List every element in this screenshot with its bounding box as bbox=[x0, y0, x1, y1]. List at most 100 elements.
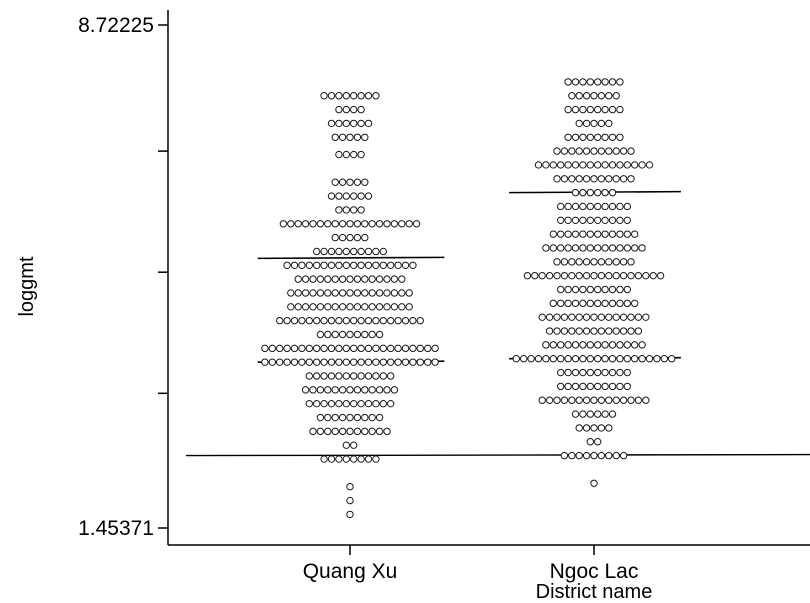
data-point bbox=[368, 275, 376, 283]
data-point bbox=[568, 175, 576, 183]
data-point bbox=[564, 216, 572, 225]
data-point bbox=[608, 285, 617, 294]
data-point bbox=[564, 355, 572, 363]
data-point bbox=[279, 220, 288, 228]
data-point bbox=[364, 261, 373, 269]
data-point bbox=[316, 289, 325, 297]
data-point bbox=[642, 396, 650, 404]
data-point bbox=[616, 355, 624, 363]
data-point bbox=[305, 261, 313, 269]
data-point bbox=[331, 233, 339, 242]
data-point bbox=[353, 233, 362, 242]
data-point bbox=[338, 178, 347, 186]
data-point bbox=[549, 230, 557, 238]
data-point bbox=[612, 175, 620, 183]
data-point bbox=[594, 299, 602, 308]
data-point bbox=[331, 386, 339, 394]
data-point bbox=[571, 341, 580, 349]
y-tick-label: 1.45371 bbox=[78, 517, 154, 540]
data-point bbox=[579, 105, 587, 114]
data-point bbox=[627, 175, 635, 183]
data-point bbox=[557, 230, 565, 238]
data-point bbox=[298, 344, 306, 353]
data-point bbox=[590, 396, 598, 404]
data-point bbox=[608, 230, 617, 238]
data-point bbox=[582, 175, 591, 183]
data-point bbox=[608, 161, 617, 169]
data-point bbox=[649, 271, 657, 280]
data-point bbox=[612, 147, 620, 155]
data-point bbox=[294, 220, 302, 228]
data-point bbox=[335, 92, 343, 100]
data-point bbox=[364, 344, 373, 353]
data-point bbox=[542, 244, 550, 252]
data-point bbox=[301, 303, 310, 311]
data-point bbox=[564, 161, 572, 169]
data-point bbox=[616, 368, 624, 377]
data-point bbox=[327, 316, 336, 325]
data-point bbox=[553, 327, 561, 335]
data-point bbox=[597, 147, 606, 155]
data-point bbox=[582, 396, 591, 404]
data-point bbox=[346, 413, 354, 422]
data-point bbox=[335, 261, 343, 269]
data-point bbox=[327, 92, 336, 100]
data-point bbox=[375, 386, 384, 394]
data-point bbox=[605, 119, 613, 128]
data-point bbox=[350, 119, 358, 128]
data-point bbox=[338, 275, 347, 283]
data-point bbox=[320, 358, 328, 366]
data-point bbox=[364, 455, 373, 463]
data-point bbox=[545, 313, 554, 321]
data-point bbox=[276, 316, 284, 325]
data-point bbox=[375, 275, 384, 283]
data-point bbox=[575, 271, 583, 280]
data-point bbox=[353, 427, 362, 436]
data-point bbox=[268, 344, 276, 353]
data-point bbox=[616, 133, 624, 141]
data-point bbox=[372, 247, 380, 256]
data-point bbox=[549, 161, 557, 169]
data-point bbox=[361, 275, 369, 283]
data-point bbox=[594, 230, 602, 238]
data-point bbox=[261, 358, 269, 366]
data-point bbox=[331, 427, 339, 436]
data-point bbox=[590, 327, 598, 335]
data-point bbox=[431, 358, 439, 366]
data-point bbox=[368, 289, 376, 297]
data-point bbox=[642, 313, 650, 321]
data-point bbox=[368, 220, 376, 228]
data-point bbox=[545, 327, 554, 335]
data-point bbox=[353, 330, 362, 339]
data-point bbox=[612, 327, 620, 335]
data-point bbox=[619, 313, 628, 321]
data-point bbox=[368, 427, 376, 436]
data-point bbox=[316, 413, 325, 422]
data-point bbox=[642, 271, 650, 280]
data-point bbox=[612, 92, 620, 100]
data-point bbox=[553, 175, 561, 183]
data-point bbox=[342, 247, 350, 256]
data-point bbox=[335, 358, 343, 366]
data-point bbox=[364, 372, 373, 380]
data-point bbox=[564, 341, 572, 349]
data-point bbox=[375, 330, 384, 339]
data-point bbox=[597, 92, 606, 100]
data-point bbox=[579, 382, 587, 391]
data-point bbox=[261, 344, 269, 353]
data-point bbox=[616, 341, 624, 349]
data-point bbox=[342, 192, 350, 200]
x-axis-title: District name bbox=[536, 581, 653, 603]
data-point bbox=[405, 303, 413, 311]
data-point bbox=[557, 202, 565, 211]
data-point bbox=[568, 313, 576, 321]
data-point bbox=[612, 258, 620, 266]
data-point bbox=[364, 119, 373, 128]
data-point bbox=[571, 78, 580, 86]
data-point bbox=[342, 105, 350, 114]
data-point bbox=[327, 399, 336, 408]
data-point bbox=[335, 372, 343, 380]
data-point bbox=[538, 313, 546, 321]
data-point bbox=[579, 188, 587, 197]
data-point bbox=[357, 192, 365, 200]
